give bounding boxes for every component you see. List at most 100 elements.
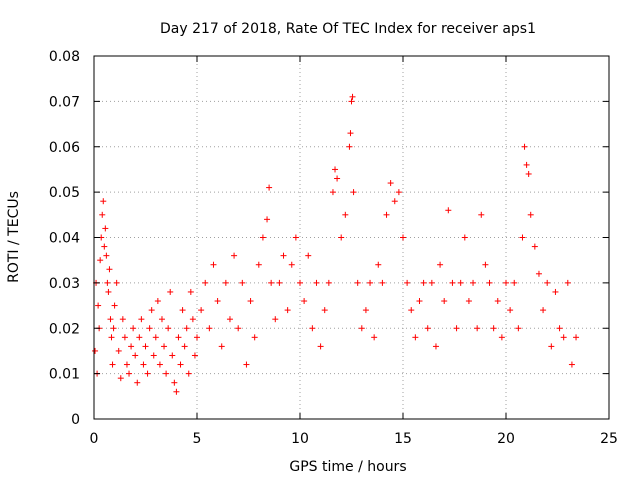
data-point (259, 234, 266, 241)
data-point (531, 243, 538, 250)
data-point (218, 343, 225, 350)
x-axis-label: GPS time / hours (289, 459, 406, 475)
data-point (181, 343, 188, 350)
data-point (106, 266, 113, 273)
data-point (165, 325, 172, 332)
data-point (107, 316, 114, 323)
data-point (432, 343, 439, 350)
y-ticks: 0 0.01 0.02 0.03 0.04 0.05 0.06 0.07 0.08 (49, 49, 609, 428)
data-point (105, 288, 112, 295)
x-tick-label: 5 (193, 431, 202, 447)
data-point (527, 211, 534, 218)
data-point (134, 379, 141, 386)
data-point (383, 211, 390, 218)
data-point (214, 298, 221, 305)
data-point (97, 257, 104, 264)
data-point (161, 343, 168, 350)
x-tick-label: 20 (497, 431, 515, 447)
data-point (191, 352, 198, 359)
data-point (404, 279, 411, 286)
data-point (144, 370, 151, 377)
data-point (354, 279, 361, 286)
data-point (177, 361, 184, 368)
data-point (130, 325, 137, 332)
data-point (113, 279, 120, 286)
data-point (449, 279, 456, 286)
data-point (163, 370, 170, 377)
data-point (121, 334, 128, 341)
data-point (132, 352, 139, 359)
y-tick-label: 0 (71, 412, 80, 428)
data-point (101, 243, 108, 250)
data-point (179, 307, 186, 314)
data-point (140, 361, 147, 368)
grid (94, 56, 609, 419)
data-point (255, 261, 262, 268)
data-point (110, 325, 117, 332)
chart-title: Day 217 of 2018, Rate Of TEC Index for r… (160, 21, 536, 37)
data-point (206, 325, 213, 332)
data-point (521, 143, 528, 150)
data-point (117, 375, 124, 382)
data-point (387, 180, 394, 187)
data-point (412, 334, 419, 341)
data-point (519, 234, 526, 241)
data-point (156, 361, 163, 368)
y-axis-label: ROTI / TECUs (6, 191, 22, 283)
data-point (111, 302, 118, 309)
data-point (251, 334, 258, 341)
data-point (358, 325, 365, 332)
data-point (148, 307, 155, 314)
data-point (540, 307, 547, 314)
y-tick-label: 0.08 (49, 49, 80, 65)
data-point (313, 279, 320, 286)
data-point (470, 279, 477, 286)
data-point (138, 316, 145, 323)
data-point (535, 270, 542, 277)
data-point (544, 279, 551, 286)
data-point (103, 252, 110, 259)
y-tick-label: 0.03 (49, 276, 80, 292)
data-point (194, 334, 200, 341)
data-point (108, 334, 115, 341)
data-point (185, 370, 192, 377)
data-point (297, 279, 303, 286)
y-tick-label: 0.07 (49, 94, 80, 110)
data-point (276, 279, 283, 286)
data-point (264, 216, 271, 223)
x-tick-label: 0 (90, 431, 99, 447)
y-tick-label: 0.01 (49, 367, 80, 383)
y-tick-label: 0.04 (49, 231, 80, 247)
data-point (408, 307, 415, 314)
data-point (272, 316, 279, 323)
data-point (400, 234, 406, 241)
data-point (119, 316, 126, 323)
data-point (486, 279, 493, 286)
data-point (453, 325, 460, 332)
data-point (564, 279, 571, 286)
x-ticks: 0 5 10 15 20 25 (90, 56, 618, 447)
data-point (268, 279, 275, 286)
data-point (301, 298, 308, 305)
data-point (348, 98, 355, 105)
data-point (128, 343, 135, 350)
x-tick-label: 15 (394, 431, 412, 447)
data-point (288, 261, 295, 268)
data-point (424, 325, 431, 332)
data-point (175, 334, 182, 341)
data-point (136, 334, 143, 341)
data-point (99, 211, 106, 218)
data-point (367, 279, 374, 286)
data-point (104, 279, 111, 286)
data-point (158, 316, 165, 323)
data-point (362, 307, 369, 314)
data-point (115, 347, 122, 354)
data-point (126, 370, 133, 377)
data-point (243, 361, 250, 368)
data-point (231, 252, 238, 259)
data-point (395, 189, 402, 196)
data-point (478, 211, 485, 218)
data-point (154, 298, 161, 305)
data-point (183, 325, 190, 332)
data-point (498, 334, 505, 341)
